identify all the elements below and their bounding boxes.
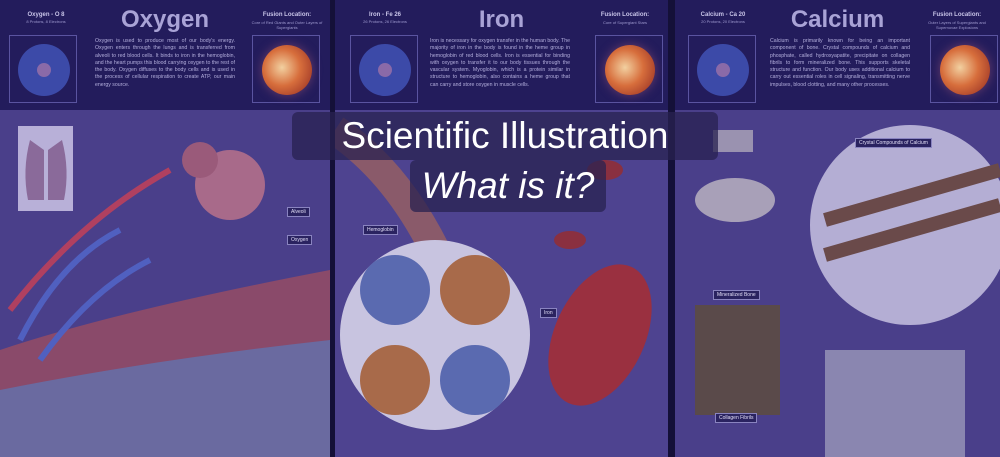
panel-title: Iron [478, 6, 525, 33]
label-alveoli: Alveoli [287, 207, 310, 217]
iron-header: Iron - Fe 26 26 Protons, 26 Electrons Iro… [335, 0, 668, 110]
fusion-location: Fusion Location: Outer Layers of Supergia… [928, 12, 986, 30]
bone-illustration [675, 110, 1000, 457]
star-diagram [595, 35, 663, 103]
atom-diagram [688, 35, 756, 103]
label-collagen-fibrils: Collagen Fibrils [715, 413, 758, 423]
description: Calcium is primarily known for being an … [770, 38, 910, 88]
divider [330, 0, 335, 457]
banner-subtitle: What is it? [410, 160, 606, 212]
description: Oxygen is used to produce most of our bo… [95, 38, 235, 88]
calcium-header: Calcium - Ca 20 20 Protons, 20 Electrons … [675, 0, 1000, 110]
lungs-illustration [0, 110, 330, 457]
description: Iron is necessary for oxygen transfer in… [430, 38, 570, 88]
element-name: Iron - Fe 26 26 Protons, 26 Electrons [363, 12, 407, 24]
calcium-panel: Calcium - Ca 20 20 Protons, 20 Electrons … [675, 0, 1000, 457]
label-mineralized-bone: Mineralized Bone [713, 290, 760, 300]
element-name: Calcium - Ca 20 20 Protons, 20 Electrons [700, 12, 746, 24]
panel-title: Oxygen [120, 6, 210, 33]
divider [668, 0, 675, 457]
fusion-location: Fusion Location: Core of Supergiant Stars [600, 12, 650, 25]
atom-diagram [350, 35, 418, 103]
star-diagram [252, 35, 320, 103]
atom-diagram [9, 35, 77, 103]
panel-title: Calcium [790, 6, 885, 33]
fusion-location: Fusion Location: Core of Red Giants and O… [251, 12, 323, 30]
label-iron: Iron [540, 308, 557, 318]
label-hemoglobin: Hemoglobin [363, 225, 398, 235]
banner-title: Scientific Illustration [292, 112, 718, 160]
label-crystal-compounds: Crystal Compounds of Calcium [855, 138, 932, 148]
iron-panel: Iron - Fe 26 26 Protons, 26 Electrons Iro… [335, 0, 668, 457]
label-oxygen: Oxygen [287, 235, 313, 245]
star-diagram [930, 35, 998, 103]
